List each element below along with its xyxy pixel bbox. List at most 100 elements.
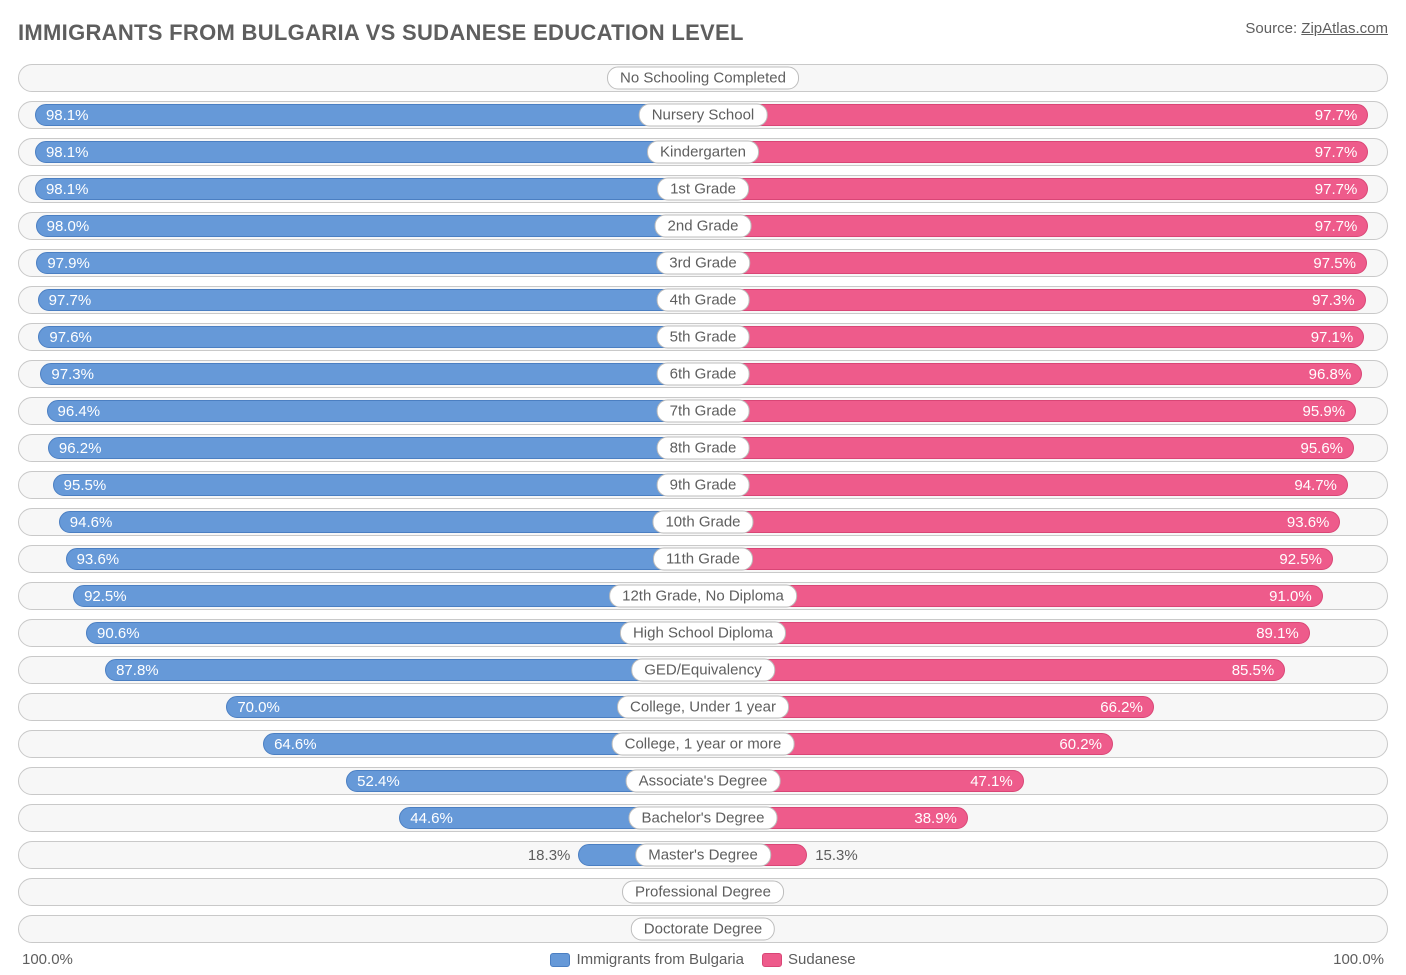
chart-row: 95.5% 94.7% 9th Grade: [18, 471, 1388, 499]
axis-max-right: 100.0%: [1333, 951, 1384, 968]
category-pill: 9th Grade: [657, 474, 750, 497]
bar-left-value: 97.7%: [49, 292, 92, 309]
bar-right: 97.7%: [703, 215, 1368, 237]
bar-left: 98.0%: [36, 215, 703, 237]
category-pill: 1st Grade: [657, 178, 749, 201]
chart-row: 98.1% 97.7% Nursery School: [18, 101, 1388, 129]
legend-swatch-right: [762, 953, 782, 967]
bar-left: 97.9%: [36, 252, 703, 274]
bar-right-value: 97.7%: [1315, 218, 1358, 235]
bar-right-value: 89.1%: [1256, 625, 1299, 642]
chart-row: 96.2%95.6%8th Grade: [18, 434, 1388, 462]
legend: Immigrants from Bulgaria Sudanese: [550, 951, 855, 968]
bar-right: 94.7%: [703, 474, 1348, 496]
category-pill: Doctorate Degree: [631, 918, 775, 941]
category-pill: 3rd Grade: [656, 252, 750, 275]
bar-left: 90.6%: [86, 622, 703, 644]
category-pill: 11th Grade: [653, 548, 753, 571]
bar-right: 95.6%: [703, 437, 1354, 459]
bar-right-value: 97.7%: [1315, 181, 1358, 198]
bar-left: 95.5%: [53, 474, 703, 496]
category-pill: Kindergarten: [647, 141, 759, 164]
bar-left-value: 97.6%: [49, 329, 92, 346]
chart-source: Source: ZipAtlas.com: [1245, 20, 1388, 37]
bar-right-value: 60.2%: [1059, 736, 1102, 753]
category-pill: No Schooling Completed: [607, 67, 799, 90]
bar-left-value: 97.9%: [47, 255, 90, 272]
bar-left: 97.6%: [38, 326, 703, 348]
chart-row: 98.1% 97.7% Kindergarten: [18, 138, 1388, 166]
bar-right-value: 47.1%: [970, 773, 1013, 790]
category-pill: 7th Grade: [657, 400, 750, 423]
bar-right-value: 97.1%: [1311, 329, 1354, 346]
bar-right-value: 97.7%: [1315, 144, 1358, 161]
chart-row: 1.9%2.3%No Schooling Completed: [18, 64, 1388, 92]
chart-row: 97.3% 96.8% 6th Grade: [18, 360, 1388, 388]
bar-left-value: 90.6%: [97, 625, 140, 642]
bar-left: 87.8%: [105, 659, 703, 681]
bar-left-value: 98.1%: [46, 107, 89, 124]
bar-left-value: 52.4%: [357, 773, 400, 790]
chart-row: 18.3%15.3%Master's Degree: [18, 841, 1388, 869]
bar-left: 97.7%: [38, 289, 703, 311]
chart-rows: 1.9%2.3%No Schooling Completed 98.1% 97.7%…: [18, 64, 1388, 943]
bar-left-value: 94.6%: [70, 514, 113, 531]
chart-row: 96.4% 95.9% 7th Grade: [18, 397, 1388, 425]
bar-left: 93.6%: [66, 548, 703, 570]
bar-left-value: 92.5%: [84, 588, 127, 605]
category-pill: 5th Grade: [657, 326, 750, 349]
chart-row: 64.6% 60.2% College, 1 year or more: [18, 730, 1388, 758]
bar-right-value: 95.6%: [1300, 440, 1343, 457]
bar-right: 97.7%: [703, 141, 1368, 163]
category-pill: GED/Equivalency: [631, 659, 775, 682]
category-pill: 8th Grade: [657, 437, 750, 460]
bar-right-value: 91.0%: [1269, 588, 1312, 605]
bar-left: 98.1%: [35, 141, 703, 163]
category-pill: 6th Grade: [657, 363, 750, 386]
category-pill: Master's Degree: [635, 844, 771, 867]
bar-right: 97.7%: [703, 178, 1368, 200]
legend-item-left: Immigrants from Bulgaria: [550, 951, 744, 968]
chart-row: 94.6%93.6%10th Grade: [18, 508, 1388, 536]
bar-right-value: 95.9%: [1303, 403, 1346, 420]
chart-row: 97.6% 97.1% 5th Grade: [18, 323, 1388, 351]
bar-right: 85.5%: [703, 659, 1285, 681]
bar-left: 94.6%: [59, 511, 703, 533]
bar-left-value: 98.1%: [46, 144, 89, 161]
bar-left-value: 70.0%: [237, 699, 280, 716]
source-label: Source:: [1245, 20, 1301, 37]
bar-right: 97.7%: [703, 104, 1368, 126]
legend-swatch-left: [550, 953, 570, 967]
bar-right-value: 96.8%: [1309, 366, 1352, 383]
chart-row: 70.0%66.2%College, Under 1 year: [18, 693, 1388, 721]
bar-right: 93.6%: [703, 511, 1340, 533]
bar-left-value: 98.0%: [47, 218, 90, 235]
category-pill: Professional Degree: [622, 881, 784, 904]
bar-left-value: 98.1%: [46, 181, 89, 198]
bar-right-value: 93.6%: [1287, 514, 1330, 531]
source-link[interactable]: ZipAtlas.com: [1301, 20, 1388, 37]
category-pill: High School Diploma: [620, 622, 786, 645]
bar-right-value: 97.5%: [1313, 255, 1356, 272]
chart-title: IMMIGRANTS FROM BULGARIA VS SUDANESE EDU…: [18, 20, 744, 46]
bar-left: 98.1%: [35, 178, 703, 200]
bar-right: 89.1%: [703, 622, 1310, 644]
bar-right: 92.5%: [703, 548, 1333, 570]
chart-row: 2.3%2.1%Doctorate Degree: [18, 915, 1388, 943]
category-pill: Nursery School: [639, 104, 768, 127]
category-pill: 12th Grade, No Diploma: [609, 585, 797, 608]
chart-row: 97.7%97.3%4th Grade: [18, 286, 1388, 314]
bar-left-value: 96.4%: [58, 403, 101, 420]
bar-left-value: 64.6%: [274, 736, 317, 753]
bar-right: 97.3%: [703, 289, 1366, 311]
chart-row: 92.5% 91.0% 12th Grade, No Diploma: [18, 582, 1388, 610]
category-pill: College, 1 year or more: [612, 733, 795, 756]
chart-row: 44.6%38.9%Bachelor's Degree: [18, 804, 1388, 832]
bar-right-value: 94.7%: [1294, 477, 1337, 494]
category-pill: 2nd Grade: [655, 215, 752, 238]
bar-right-value: 97.7%: [1315, 107, 1358, 124]
legend-label-left: Immigrants from Bulgaria: [576, 951, 744, 968]
bar-left-value: 97.3%: [51, 366, 94, 383]
bar-left: 98.1%: [35, 104, 703, 126]
bar-left: 96.4%: [47, 400, 703, 422]
